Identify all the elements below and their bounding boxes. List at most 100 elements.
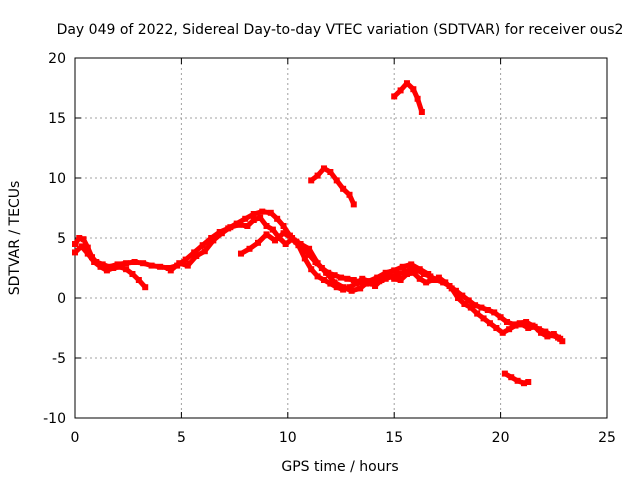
data-point bbox=[429, 277, 436, 283]
data-point bbox=[116, 263, 123, 270]
data-point bbox=[297, 241, 304, 247]
data-point bbox=[378, 277, 385, 283]
data-point bbox=[235, 221, 242, 228]
data-point bbox=[403, 80, 410, 87]
data-point bbox=[282, 241, 289, 247]
data-point bbox=[129, 271, 136, 277]
x-tick-label: 0 bbox=[71, 430, 80, 446]
data-point bbox=[255, 239, 262, 246]
data-point bbox=[259, 208, 266, 215]
data-point bbox=[557, 335, 564, 342]
data-point bbox=[257, 214, 264, 221]
data-point bbox=[72, 249, 78, 256]
data-point bbox=[397, 87, 404, 94]
data-point bbox=[408, 261, 415, 268]
data-point bbox=[531, 323, 538, 330]
data-point bbox=[306, 251, 313, 258]
data-point bbox=[272, 237, 279, 244]
data-point bbox=[397, 277, 404, 283]
data-point bbox=[320, 277, 327, 283]
data-point bbox=[301, 255, 308, 262]
data-point bbox=[199, 242, 206, 249]
data-point bbox=[280, 223, 287, 229]
data-point bbox=[518, 321, 525, 328]
data-point bbox=[72, 241, 78, 247]
data-point bbox=[80, 236, 87, 243]
data-point bbox=[84, 244, 91, 251]
data-point bbox=[333, 177, 340, 184]
data-point bbox=[474, 310, 481, 317]
data-point bbox=[348, 287, 355, 294]
data-point bbox=[274, 215, 281, 222]
data-point bbox=[135, 277, 142, 283]
data-point bbox=[352, 280, 359, 287]
x-tick-labels: 0 5 10 15 20 25 bbox=[71, 430, 616, 446]
series-track-4 bbox=[237, 230, 432, 294]
data-point bbox=[467, 304, 474, 311]
data-point bbox=[210, 237, 217, 244]
data-point bbox=[246, 245, 253, 252]
chart-title: Day 049 of 2022, Sidereal Day-to-day VTE… bbox=[57, 22, 624, 38]
series-track-5 bbox=[308, 165, 357, 208]
data-point bbox=[142, 284, 149, 291]
data-point bbox=[501, 370, 508, 377]
x-axis-label: GPS time / hours bbox=[281, 459, 398, 475]
data-point bbox=[542, 328, 549, 335]
data-point bbox=[350, 201, 357, 208]
data-point bbox=[395, 271, 402, 277]
data-series bbox=[72, 80, 566, 387]
data-point bbox=[110, 265, 117, 271]
data-point bbox=[182, 256, 189, 263]
data-point bbox=[359, 275, 366, 282]
data-point bbox=[478, 304, 485, 311]
y-tick-label: 5 bbox=[57, 231, 66, 247]
data-point bbox=[374, 274, 381, 281]
data-point bbox=[525, 379, 532, 385]
data-point bbox=[289, 235, 296, 241]
data-point bbox=[131, 259, 138, 265]
data-point bbox=[410, 86, 417, 93]
data-point bbox=[521, 380, 528, 387]
data-point bbox=[227, 224, 234, 231]
x-tick-label: 25 bbox=[598, 430, 616, 446]
data-point bbox=[323, 269, 330, 276]
data-point bbox=[76, 235, 83, 241]
data-point bbox=[340, 284, 347, 291]
data-point bbox=[480, 315, 487, 322]
data-point bbox=[327, 169, 334, 175]
data-point bbox=[508, 374, 515, 381]
data-point bbox=[423, 279, 430, 286]
data-point bbox=[350, 277, 357, 283]
data-point bbox=[346, 284, 353, 291]
data-point bbox=[414, 95, 421, 102]
series-track-6 bbox=[391, 80, 425, 115]
data-point bbox=[472, 302, 479, 309]
data-point bbox=[391, 93, 398, 100]
data-point bbox=[346, 191, 353, 198]
data-point bbox=[314, 273, 321, 280]
data-point bbox=[382, 269, 389, 276]
data-point bbox=[250, 217, 257, 223]
data-point bbox=[106, 263, 113, 270]
data-point bbox=[399, 263, 406, 270]
data-point bbox=[408, 266, 415, 273]
data-point bbox=[418, 109, 425, 115]
y-tick-label: 10 bbox=[48, 171, 66, 187]
data-point bbox=[455, 295, 462, 301]
data-point bbox=[201, 248, 208, 255]
data-point bbox=[320, 165, 327, 172]
data-point bbox=[191, 249, 198, 256]
data-point bbox=[331, 279, 338, 286]
data-point bbox=[91, 259, 98, 265]
data-point bbox=[410, 269, 417, 276]
data-point bbox=[497, 314, 504, 321]
data-point bbox=[550, 331, 557, 337]
data-point bbox=[193, 253, 200, 259]
data-point bbox=[218, 230, 225, 237]
data-point bbox=[250, 211, 257, 217]
data-point bbox=[314, 260, 321, 267]
data-point bbox=[544, 333, 551, 340]
data-point bbox=[372, 283, 379, 289]
data-point bbox=[176, 260, 183, 267]
data-point bbox=[280, 230, 287, 237]
